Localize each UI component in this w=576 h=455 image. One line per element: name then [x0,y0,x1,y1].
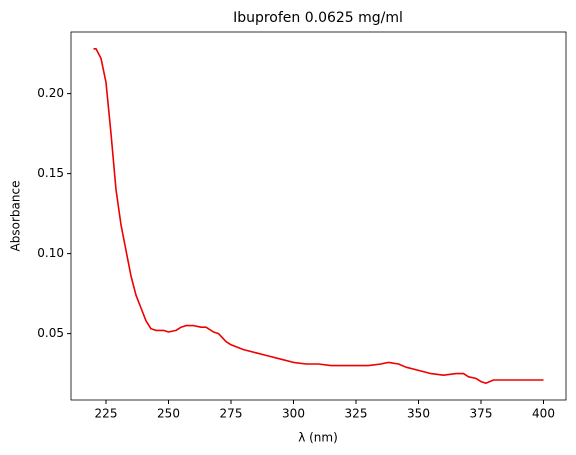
plot-frame [70,31,567,401]
x-tick-label: 275 [220,407,243,421]
y-tick-label: 0.20 [37,86,64,100]
x-tick-label: 300 [282,407,305,421]
x-tick-label: 225 [95,407,118,421]
y-tick-label: 0.10 [37,246,64,260]
y-tick-label: 0.05 [37,326,64,340]
y-tick-label: 0.15 [37,166,64,180]
data-line [93,48,544,384]
x-tick-label: 250 [157,407,180,421]
x-tick-label: 400 [532,407,555,421]
x-axis-label: λ (nm) [298,431,338,445]
x-tick-label: 375 [470,407,493,421]
x-tick-label: 325 [345,407,368,421]
chart-title: Ibuprofen 0.0625 mg/ml [233,10,403,26]
y-axis-label: Absorbance [9,181,23,252]
x-tick-label: 350 [407,407,430,421]
